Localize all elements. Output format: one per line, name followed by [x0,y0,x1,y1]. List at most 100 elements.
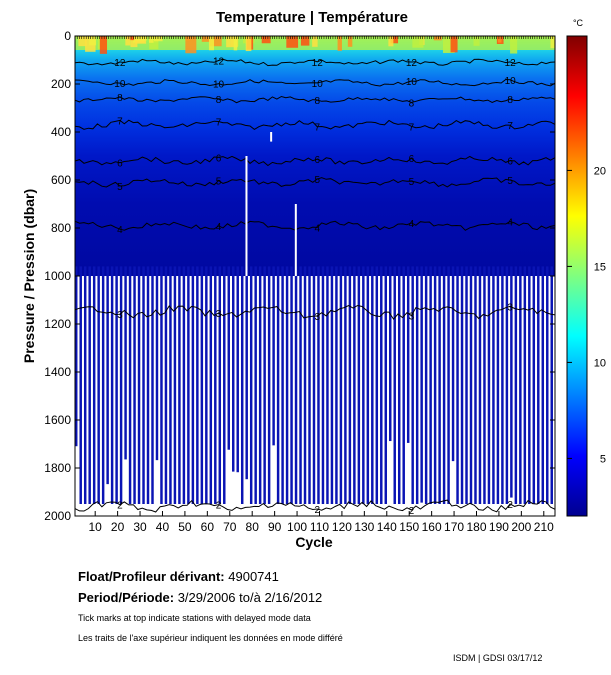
isotherm-6 [75,155,555,167]
deep-profile-bar [406,266,410,443]
isotherm-7 [75,119,555,131]
isotherm-label: 7 [117,116,123,127]
isotherm-2 [75,499,555,513]
warm-patch [136,36,147,41]
warm-patch [550,36,555,49]
deep-profile-bar [106,266,109,485]
isotherm-label: 7 [507,121,513,132]
deep-profile-bar [501,266,504,504]
missing-gap [270,132,273,142]
upper-field [75,36,555,276]
warm-patch [412,36,424,48]
deep-profile-bar [335,266,338,504]
warm-patch [89,36,97,46]
isotherm-label: 7 [216,118,222,129]
deep-profile-bar [474,266,477,504]
isotherm-10 [75,78,555,87]
float-label: Float/Profileur dérivant: [78,569,225,584]
warm-patch [347,36,353,47]
deep-profile-bar [380,266,383,504]
isotherm-label: 12 [114,58,126,69]
deep-profile-bar [429,266,432,504]
isotherm-label: 4 [216,222,222,233]
deep-profile-bar [205,266,208,504]
surface-patches [78,36,555,54]
x-tick-label: 30 [133,520,147,534]
deep-profile-bar [187,266,190,504]
isotherm-label: 6 [117,159,123,170]
isotherm-12 [75,58,555,67]
credit-line: ISDM | GDSI 03/17/12 [453,653,543,663]
warm-patch [388,36,394,47]
deep-profile-bar [339,266,343,504]
x-tick-label: 190 [489,520,509,534]
deep-profile-bar [88,266,91,504]
deep-profile-bar [281,266,284,504]
deep-profile-bar [326,266,329,504]
deep-profile-bar [438,266,441,504]
deep-profile-bar [510,266,513,498]
plot-area: 12 12 12 12 12 10 10 10 10 10 8 8 8 8 8 7 7 7 7 7 6 6 6 6 6 5 5 5 5 5… [75,36,555,516]
isotherm-label: 10 [505,76,517,87]
warm-patch [185,36,197,54]
x-tick-label: 210 [534,520,554,534]
deep-profile-bar [290,266,293,504]
warm-patch [261,36,271,44]
x-tick-label: 200 [511,520,531,534]
warm-patch [337,36,342,51]
deep-profile-bar [537,266,540,504]
delayed-mode-ticks [74,36,556,39]
colorbar-tick-label: 20 [594,165,606,177]
isotherm-label: 6 [314,155,320,166]
deep-profile-bar [433,266,437,504]
deep-profile-bar [460,266,464,504]
isotherm-label: 7 [409,122,415,133]
isotherm-label: 8 [216,95,222,106]
x-tick-label: 100 [287,520,307,534]
warm-patch [390,36,399,44]
deep-profile-bar [110,266,114,504]
isotherm-label: 6 [216,153,222,164]
deep-profile-bar [133,266,136,504]
colorbar-tick-label: 15 [594,261,606,273]
deep-profile-bar [303,266,307,504]
deep-profile-bar [83,266,87,504]
isotherm-label: 8 [117,93,123,104]
deep-profile-bar [92,266,96,504]
x-tick-label: 40 [156,520,170,534]
float-id: 4900741 [228,569,279,584]
isotherm-label: 5 [117,182,123,193]
isotherm-label: 2 [216,501,222,512]
deep-profile-bar [173,266,177,504]
deep-profile-bar [447,266,450,504]
deep-profile-bar [258,266,262,504]
x-tick-label: 20 [111,520,125,534]
deep-profile-bar [469,266,473,504]
missing-gap [245,156,248,276]
isotherm-label: 4 [507,218,513,229]
x-tick-label: 110 [310,520,329,534]
warm-patch [245,36,252,52]
deep-profile-bar [312,266,316,504]
isotherm-4 [75,220,555,231]
warm-patch [312,36,318,47]
x-axis: 10 20 30 40 50 60 70 80 90 100 110 120 130 140 150 160 1… [89,511,554,534]
warm-patch [127,36,135,41]
colorbar [566,35,588,517]
isotherm-label: 3 [117,310,123,321]
x-tick-label: 70 [223,520,237,534]
deep-profile-bar [137,266,141,504]
colorbar-tick-label: 5 [600,453,606,465]
deep-profile-bar [245,266,248,480]
deep-profile-bar [317,266,320,504]
deep-profile-bars [75,266,555,516]
isotherm-label: 10 [213,80,225,91]
warm-patch [208,36,215,51]
isotherm-label: 6 [409,154,415,165]
deep-profile-bar [528,266,531,504]
isotherm-label: 5 [507,176,513,187]
deep-profile-bar [79,266,82,504]
deep-profile-bar [119,266,123,504]
deep-profile-bar [142,266,145,504]
